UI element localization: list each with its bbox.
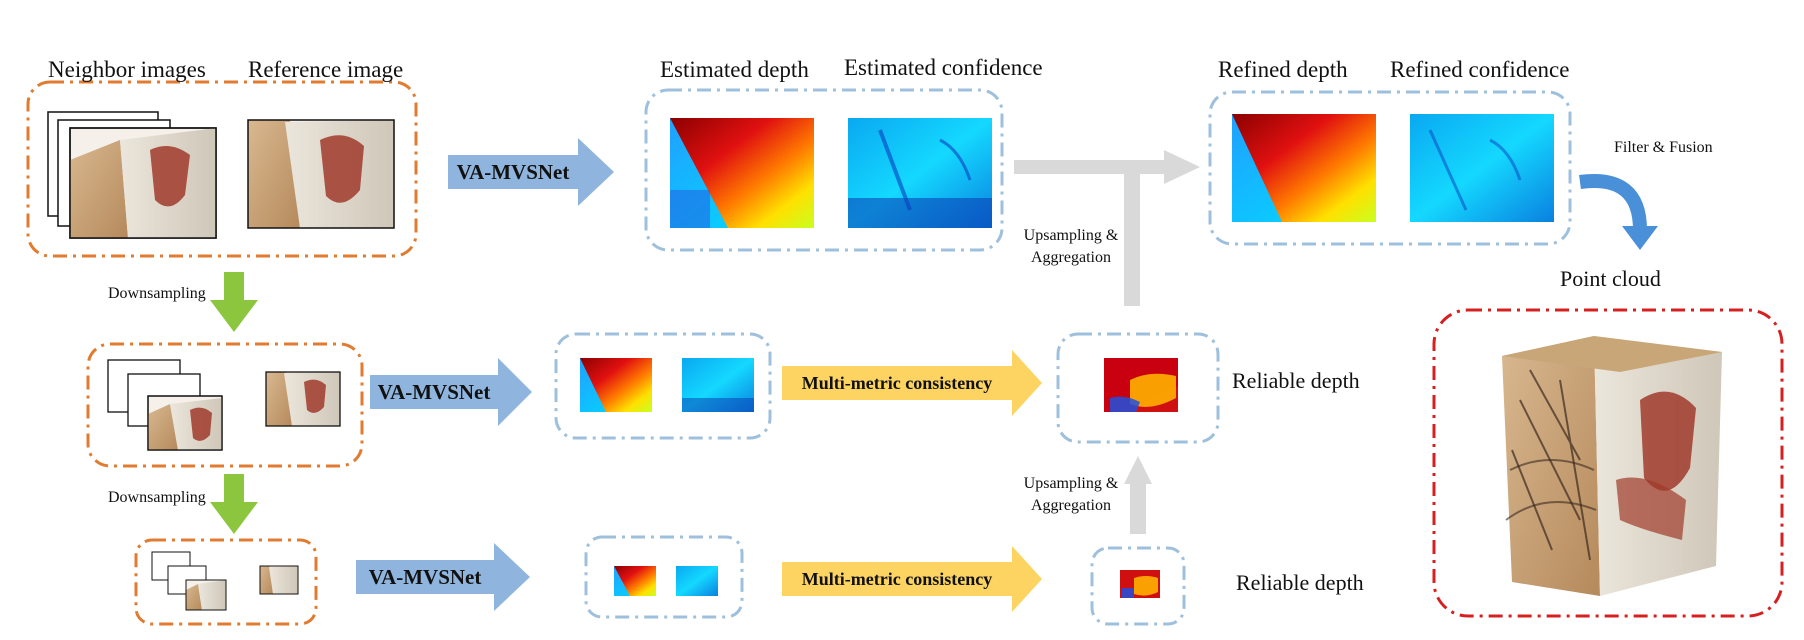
estimated-depth-map-1 [670, 118, 814, 228]
fusion-arrow [1579, 174, 1647, 231]
upsampling-arrows [1014, 150, 1200, 534]
group-reliable-level2 [1056, 332, 1220, 444]
estimated-confidence-map-2 [682, 358, 754, 412]
estimated-confidence-map-3 [676, 566, 718, 596]
group-input-level1 [26, 80, 418, 258]
label-va-mvsnet-3: VA-MVSNet [368, 564, 482, 589]
label-downsampling-2: Downsampling [108, 489, 206, 506]
label-filter-fusion: Filter & Fusion [1614, 139, 1713, 156]
group-reliable-level3 [1090, 546, 1186, 626]
group-refined [1208, 90, 1572, 246]
reference-image-2 [265, 371, 341, 427]
estimated-depth-map-3 [614, 566, 656, 596]
estimated-confidence-map-1 [848, 118, 992, 228]
network-arrows [356, 138, 614, 611]
refined-depth-map [1232, 114, 1376, 222]
label-point-cloud: Point cloud [1560, 266, 1661, 291]
point-cloud-render [1502, 336, 1722, 596]
group-estimated-level3 [584, 535, 744, 619]
label-consistency-2: Multi-metric consistency [801, 568, 993, 589]
group-input-level2 [86, 342, 364, 468]
label-reference-image: Reference image [248, 57, 404, 82]
label-neighbor-images: Neighbor images [48, 57, 206, 82]
label-va-mvsnet-1: VA-MVSNet [456, 159, 570, 184]
group-estimated-level2 [554, 332, 772, 440]
reliable-depth-map-2 [1104, 358, 1178, 412]
label-reliable-depth-1: Reliable depth [1232, 368, 1360, 393]
reference-image-3 [259, 565, 299, 595]
neighbor-images-stack-3 [151, 551, 227, 611]
label-estimated-confidence: Estimated confidence [844, 55, 1043, 80]
estimated-depth-map-2 [580, 358, 652, 412]
label-refined-confidence: Refined confidence [1390, 57, 1570, 82]
reference-image-1 [247, 119, 395, 229]
group-input-level3 [134, 538, 318, 626]
label-upsampling-2b: Aggregation [1031, 497, 1111, 514]
neighbor-images-stack-2 [107, 359, 223, 451]
group-point-cloud [1432, 308, 1784, 618]
reliable-depth-map-3 [1120, 570, 1160, 598]
label-upsampling-1b: Aggregation [1031, 249, 1111, 266]
group-estimated-level1 [644, 88, 1004, 252]
label-va-mvsnet-2: VA-MVSNet [377, 379, 491, 404]
label-estimated-depth: Estimated depth [660, 57, 809, 82]
downsampling-arrows [210, 272, 258, 534]
label-consistency-1: Multi-metric consistency [801, 372, 993, 393]
label-refined-depth: Refined depth [1218, 57, 1348, 82]
label-upsampling-2a: Upsampling & [1023, 475, 1119, 492]
label-reliable-depth-2: Reliable depth [1236, 570, 1364, 595]
refined-confidence-map [1410, 114, 1554, 222]
consistency-arrows [782, 350, 1042, 612]
neighbor-images-stack-1 [47, 111, 217, 239]
label-upsampling-1a: Upsampling & [1023, 227, 1119, 244]
label-downsampling-1: Downsampling [108, 285, 206, 302]
